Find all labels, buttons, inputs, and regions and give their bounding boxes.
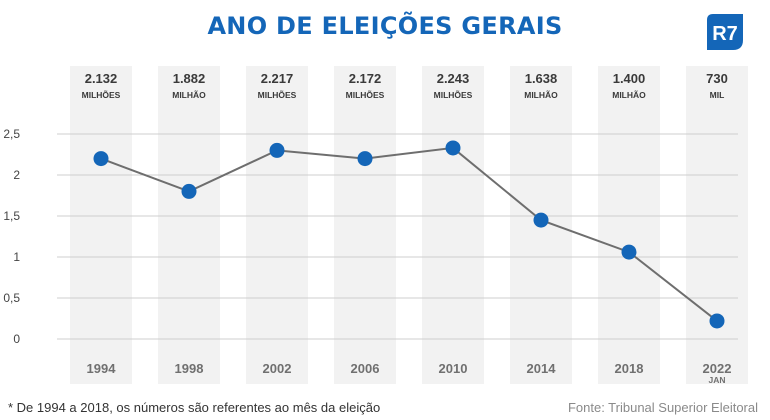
value-unit-label: MILHÃO <box>612 90 646 100</box>
data-point <box>357 151 373 167</box>
logo-text: R7 <box>712 23 738 45</box>
data-point <box>181 183 197 199</box>
y-tick-label: 2 <box>13 168 20 182</box>
value-unit-label: MILHÕES <box>346 90 385 100</box>
gridlines <box>57 133 738 340</box>
category-column <box>246 66 308 384</box>
logo-badge <box>707 14 743 50</box>
y-tick-label: 2,5 <box>3 127 20 141</box>
y-tick-label: 1,5 <box>3 209 20 223</box>
category-column <box>422 66 484 384</box>
value-unit-label: MILHÃO <box>172 90 206 100</box>
source-text: Fonte: Tribunal Superior Eleitoral <box>567 400 758 415</box>
x-tick-label: 2018 <box>615 361 644 376</box>
x-tick-sublabel: JAN <box>708 375 725 385</box>
value-label: 2.217 <box>261 71 294 86</box>
y-tick-label: 1 <box>13 250 20 264</box>
category-columns <box>70 66 748 384</box>
category-column <box>334 66 396 384</box>
value-labels: 2.132 MILHÕES 1.882 MILHÃO 2.217 MILHÕES 2.172… <box>82 71 728 100</box>
data-point <box>445 140 461 156</box>
value-label: 1.882 <box>173 71 206 86</box>
x-tick-label: 1994 <box>87 361 117 376</box>
value-label: 2.172 <box>349 71 382 86</box>
value-label: 2.132 <box>85 71 118 86</box>
x-tick-label: 1998 <box>175 361 204 376</box>
data-point <box>709 313 725 329</box>
value-label: 1.400 <box>613 71 646 86</box>
x-tick-label: 2006 <box>351 361 380 376</box>
value-unit-label: MILHÕES <box>258 90 297 100</box>
category-column <box>158 66 220 384</box>
chart-title: ANO DE ELEIÇÕES GERAIS <box>207 12 563 40</box>
y-axis-ticks: 0 0,5 1 1,5 2 2,5 <box>3 127 20 346</box>
category-column <box>598 66 660 384</box>
y-tick-label: 0,5 <box>3 291 20 305</box>
value-unit-label: MILHÕES <box>82 90 121 100</box>
x-tick-label: 2002 <box>263 361 292 376</box>
value-unit-label: MILHÃO <box>524 90 558 100</box>
x-tick-label: 2010 <box>439 361 468 376</box>
value-unit-label: MIL <box>710 90 725 100</box>
category-column <box>686 66 748 384</box>
value-label: 2.243 <box>437 71 470 86</box>
series-line <box>100 146 718 322</box>
data-point <box>621 244 637 260</box>
footnote: * De 1994 a 2018, os números são referen… <box>8 400 381 415</box>
series-markers <box>93 140 725 329</box>
data-point <box>93 151 109 167</box>
value-label: 1.638 <box>525 71 558 86</box>
value-label: 730 <box>706 71 728 86</box>
y-tick-label: 0 <box>13 332 20 346</box>
x-tick-label: 2014 <box>527 361 557 376</box>
category-column <box>70 66 132 384</box>
r7-logo: R7 <box>707 14 743 50</box>
data-point <box>269 142 285 158</box>
data-point <box>533 212 549 228</box>
value-unit-label: MILHÕES <box>434 90 473 100</box>
x-tick-label: 2022 <box>703 361 732 376</box>
